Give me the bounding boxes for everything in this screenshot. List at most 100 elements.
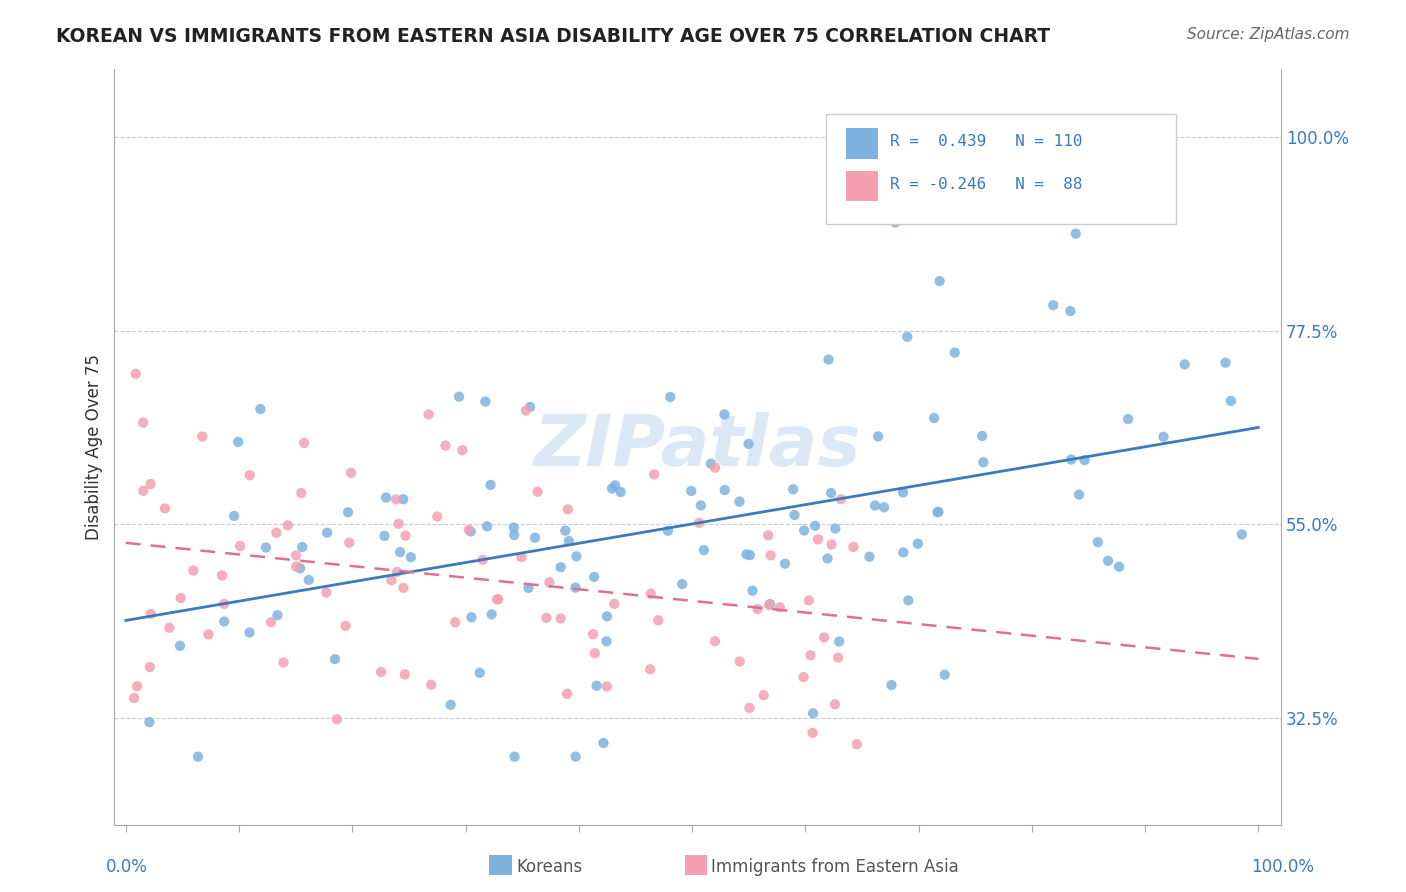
Point — [970, 429, 993, 443]
Point — [183, 564, 205, 578]
Point — [1059, 304, 1081, 318]
Point — [187, 749, 209, 764]
Point — [197, 627, 219, 641]
Point — [451, 443, 474, 458]
Point — [713, 483, 735, 497]
Point — [502, 520, 524, 534]
Point — [1174, 357, 1197, 371]
Point — [387, 516, 409, 531]
Point — [510, 550, 533, 565]
Point — [943, 345, 966, 359]
Point — [457, 523, 479, 537]
Point — [224, 508, 246, 523]
Point — [153, 501, 176, 516]
Point — [752, 688, 775, 702]
Text: Immigrants from Eastern Asia: Immigrants from Eastern Asia — [711, 858, 959, 876]
Point — [595, 634, 617, 648]
Point — [1108, 559, 1130, 574]
Point — [735, 548, 758, 562]
Point — [1215, 356, 1237, 370]
Point — [394, 529, 416, 543]
Point — [863, 499, 886, 513]
Text: ZIPatlas: ZIPatlas — [534, 412, 862, 482]
Point — [285, 559, 308, 574]
Point — [298, 573, 321, 587]
Point — [266, 608, 288, 623]
Point — [288, 561, 311, 575]
Point — [418, 408, 440, 422]
Point — [773, 557, 796, 571]
Point — [550, 560, 572, 574]
Point — [638, 662, 661, 676]
Point — [260, 615, 283, 630]
Point — [439, 698, 461, 712]
Text: KOREAN VS IMMIGRANTS FROM EASTERN ASIA DISABILITY AGE OVER 75 CORRELATION CHART: KOREAN VS IMMIGRANTS FROM EASTERN ASIA D… — [56, 27, 1050, 45]
Point — [741, 583, 763, 598]
Point — [273, 656, 295, 670]
Point — [922, 411, 945, 425]
Point — [420, 678, 443, 692]
Point — [688, 516, 710, 530]
Point — [515, 403, 537, 417]
FancyBboxPatch shape — [846, 128, 879, 159]
Point — [385, 492, 408, 507]
Point — [481, 607, 503, 622]
Point — [801, 706, 824, 721]
Point — [1152, 430, 1174, 444]
Point — [797, 593, 820, 607]
Point — [897, 593, 920, 607]
Point — [375, 491, 398, 505]
Point — [693, 543, 716, 558]
Point — [211, 568, 233, 582]
Point — [1067, 488, 1090, 502]
Point — [170, 591, 193, 605]
Point — [700, 457, 723, 471]
Point — [671, 577, 693, 591]
FancyBboxPatch shape — [846, 170, 879, 201]
Point — [858, 549, 880, 564]
Point — [565, 549, 588, 564]
Point — [340, 466, 363, 480]
Point — [139, 607, 162, 621]
Point — [475, 519, 498, 533]
Point — [486, 592, 509, 607]
Point — [138, 715, 160, 730]
Point — [1087, 535, 1109, 549]
Point — [226, 434, 249, 449]
Point — [596, 609, 619, 624]
Point — [817, 352, 839, 367]
Point — [807, 533, 830, 547]
Point — [486, 592, 509, 607]
Point — [468, 665, 491, 680]
Point — [824, 698, 846, 712]
Point — [728, 494, 751, 508]
Point — [380, 574, 402, 588]
Point — [434, 439, 457, 453]
Point — [704, 634, 727, 648]
Point — [782, 482, 804, 496]
Point — [927, 505, 949, 519]
Point — [564, 581, 586, 595]
Point — [337, 505, 360, 519]
Point — [583, 570, 606, 584]
Point — [335, 619, 357, 633]
Point — [801, 726, 824, 740]
Point — [880, 678, 903, 692]
Text: 100.0%: 100.0% — [1251, 858, 1315, 876]
Point — [713, 408, 735, 422]
Point — [647, 613, 669, 627]
Text: R =  0.439   N = 110: R = 0.439 N = 110 — [890, 135, 1083, 150]
Point — [394, 667, 416, 681]
Point — [759, 597, 782, 611]
Point — [804, 518, 827, 533]
Point — [737, 437, 759, 451]
Point — [891, 545, 914, 559]
Point — [292, 436, 315, 450]
Point — [928, 274, 950, 288]
Point — [254, 541, 277, 555]
Point — [132, 483, 155, 498]
Text: Source: ZipAtlas.com: Source: ZipAtlas.com — [1187, 27, 1350, 42]
Point — [800, 648, 823, 663]
Point — [596, 680, 619, 694]
Point — [554, 524, 576, 538]
